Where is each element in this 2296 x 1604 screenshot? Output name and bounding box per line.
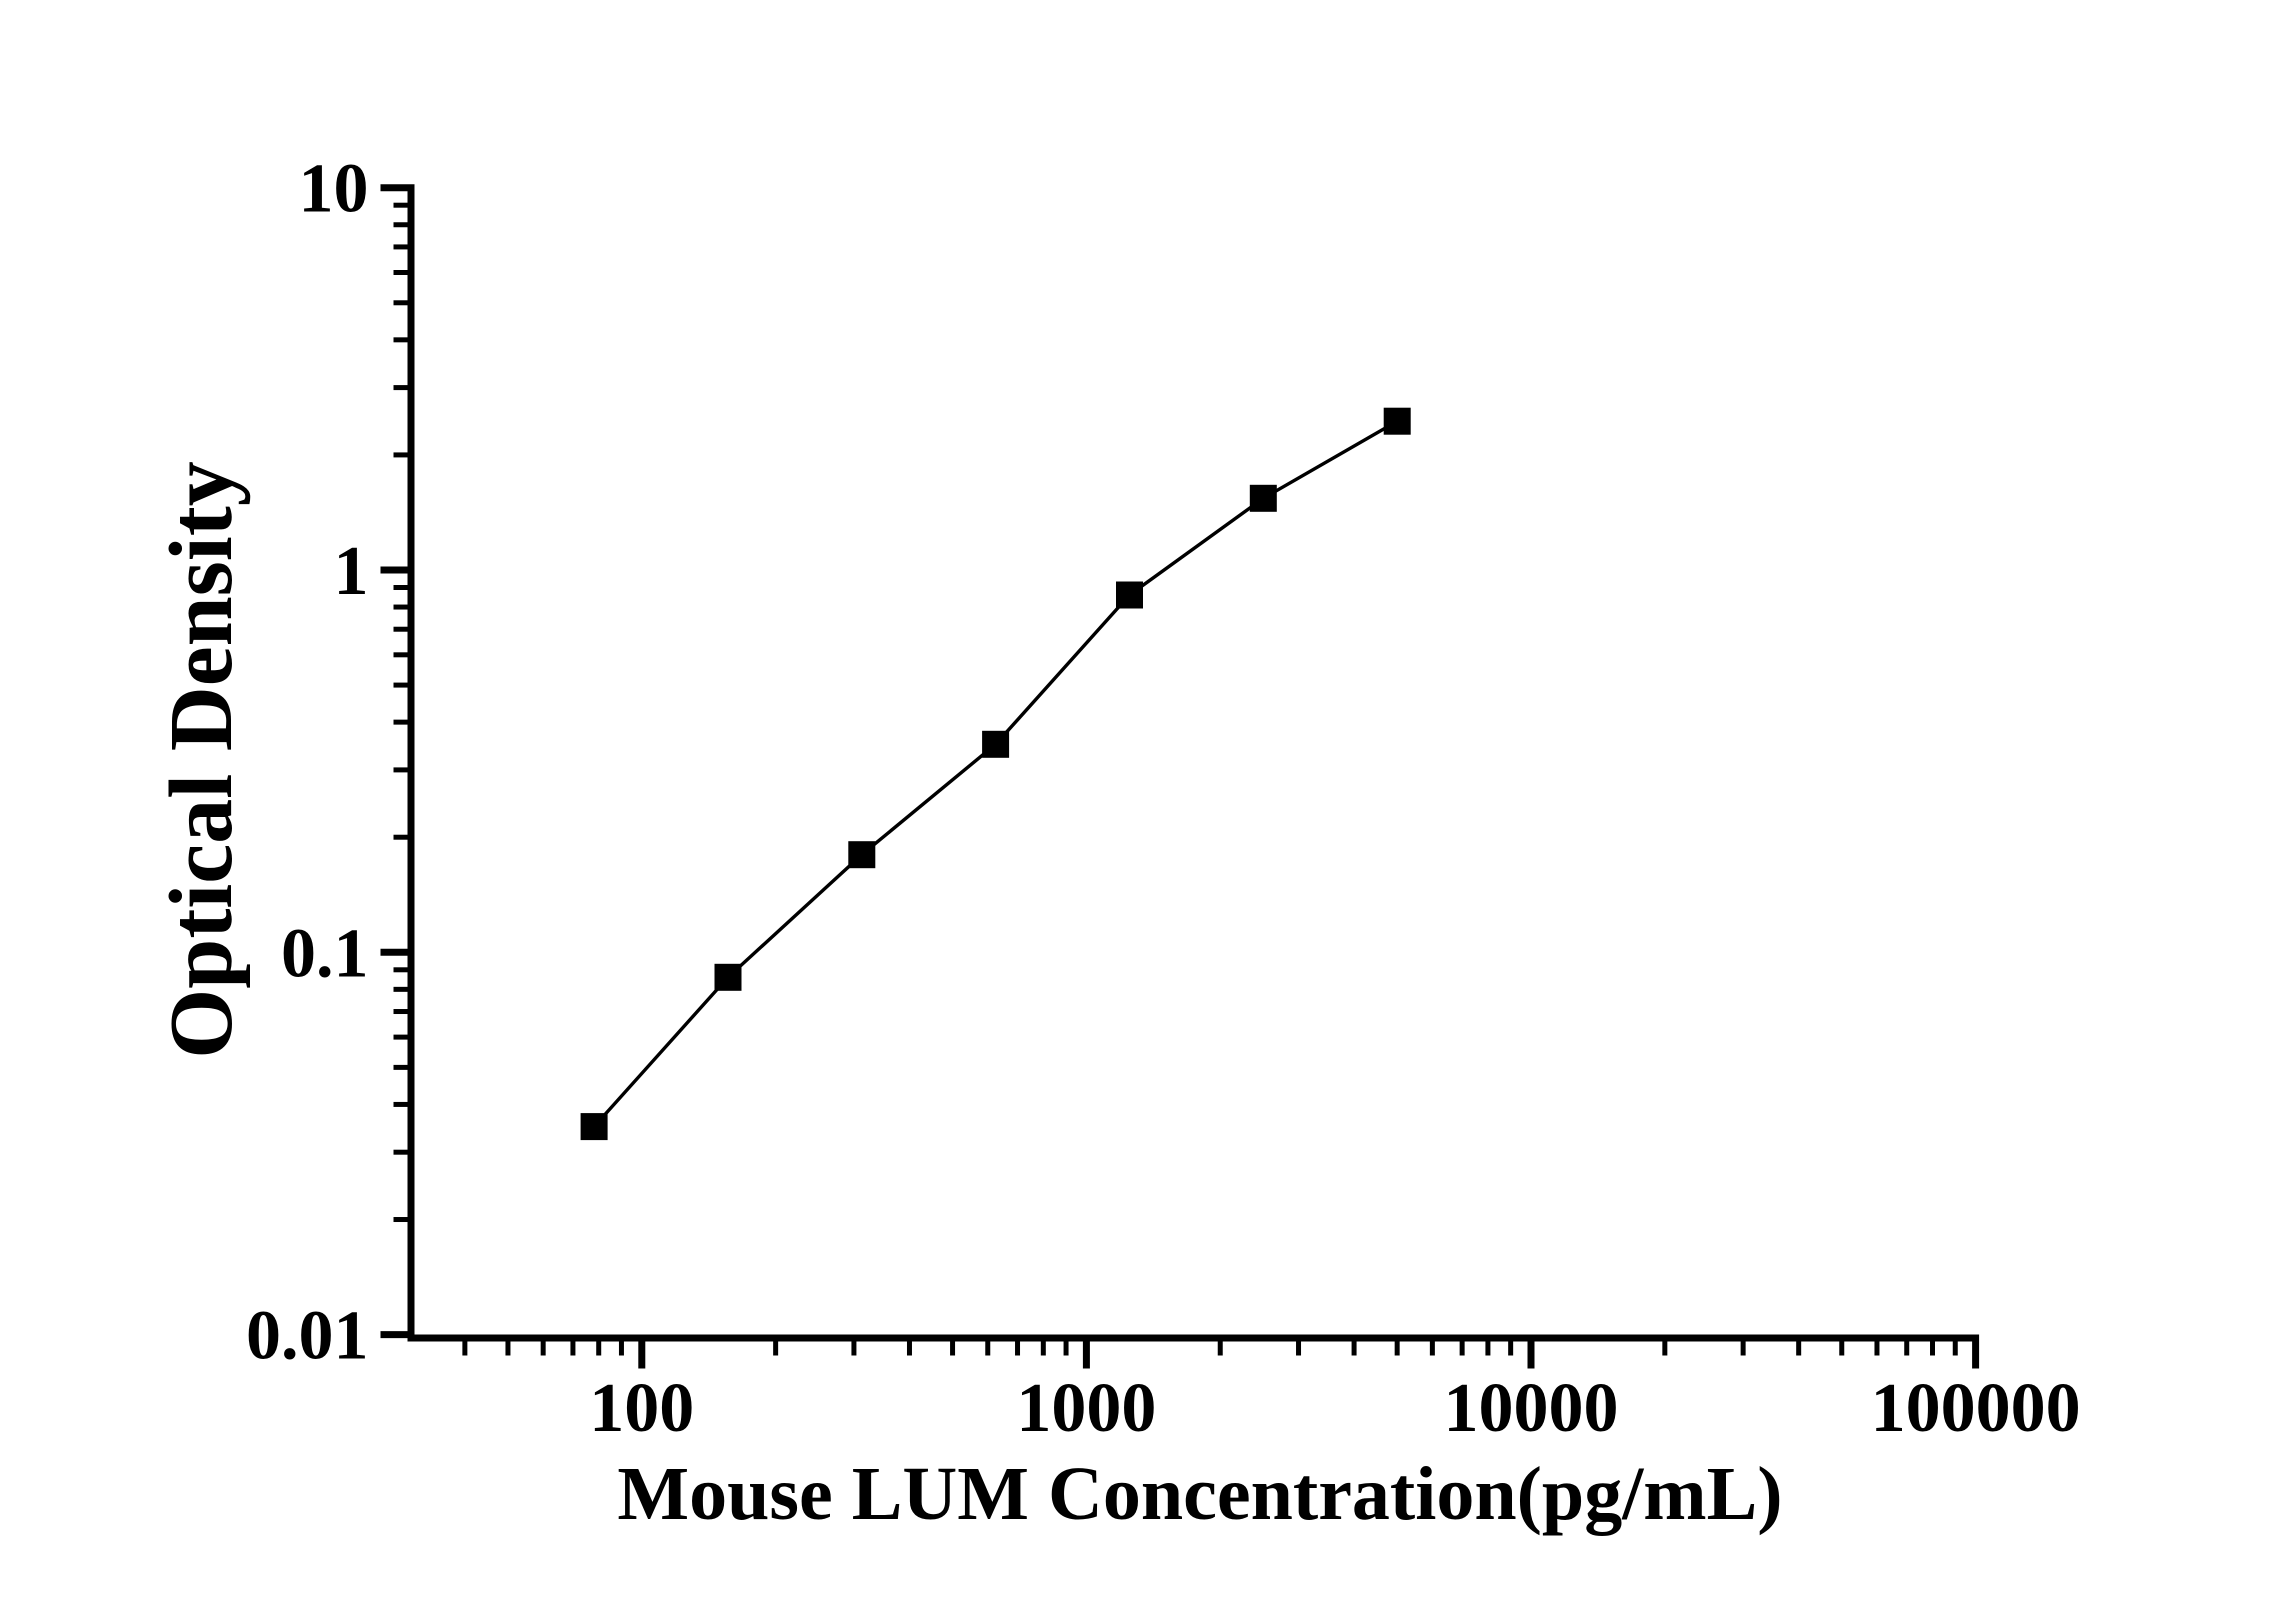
x-tick-label: 10000 <box>1444 1370 1619 1447</box>
x-tick-label: 100 <box>589 1370 694 1447</box>
x-axis-title: Mouse LUM Concentration(pg/mL) <box>617 1452 1783 1536</box>
data-point-marker <box>1116 581 1143 609</box>
y-axis-title: Optical Density <box>152 461 251 1059</box>
data-point-marker <box>1383 407 1411 435</box>
data-point-marker <box>580 1113 608 1141</box>
y-tick-label: 10 <box>299 151 369 228</box>
x-tick-label: 100000 <box>1871 1370 2081 1447</box>
data-point-marker <box>1249 484 1277 512</box>
y-tick-label: 1 <box>334 533 369 610</box>
data-point-marker <box>848 841 876 869</box>
data-point-marker <box>982 730 1010 758</box>
data-point-marker <box>714 963 742 991</box>
standard-curve-line <box>592 419 1399 1128</box>
x-tick-label: 1000 <box>1016 1370 1156 1447</box>
y-tick-label: 0.1 <box>281 915 369 992</box>
y-tick-label: 0.01 <box>246 1298 369 1375</box>
